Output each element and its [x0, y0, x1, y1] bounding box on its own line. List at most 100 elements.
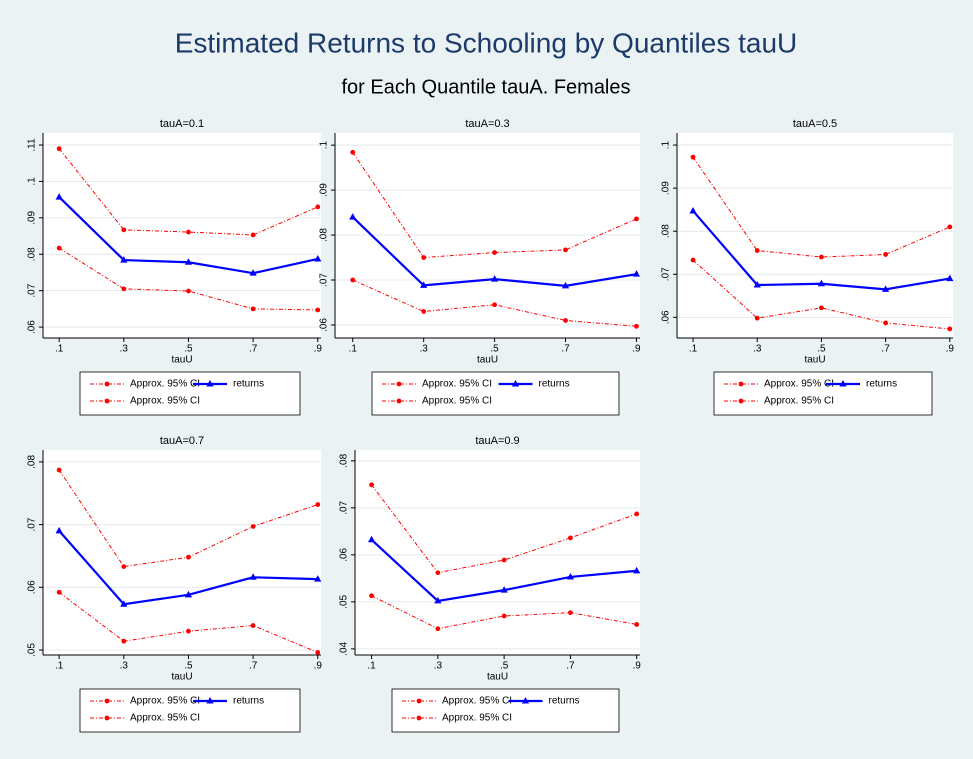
- marker: [367, 535, 376, 543]
- marker: [369, 482, 374, 488]
- legend-label: Approx. 95% CI: [130, 713, 200, 724]
- x-tick-label: .5: [817, 344, 826, 355]
- marker: [186, 288, 191, 294]
- marker: [104, 381, 110, 387]
- y-tick-label: .05: [339, 594, 350, 608]
- plot-area: [677, 133, 953, 338]
- marker: [634, 323, 639, 329]
- y-tick-label: .06: [27, 320, 38, 334]
- page-title: Estimated Returns to Schooling by Quanti…: [175, 27, 798, 58]
- legend-box: [79, 371, 301, 416]
- y-tick-label: .1: [661, 140, 672, 149]
- marker: [883, 320, 889, 326]
- marker: [434, 596, 442, 604]
- marker: [104, 398, 110, 404]
- x-tick-label: .9: [314, 344, 323, 355]
- marker: [421, 255, 427, 260]
- marker: [206, 697, 214, 704]
- x-tick-label: .9: [314, 661, 323, 672]
- marker: [568, 610, 573, 616]
- legend-box: [713, 371, 933, 416]
- marker: [690, 154, 696, 160]
- x-tick-label: .7: [561, 344, 570, 355]
- legend-box: [391, 688, 620, 733]
- marker: [104, 715, 110, 721]
- marker: [314, 575, 322, 582]
- marker: [250, 232, 256, 238]
- marker: [350, 149, 356, 155]
- x-tick-label: .1: [367, 661, 376, 672]
- marker: [121, 227, 127, 233]
- marker: [120, 600, 128, 607]
- legend-label: Approx. 95% CI: [130, 379, 200, 390]
- marker: [946, 274, 954, 282]
- y-tick-label: .11: [27, 138, 38, 152]
- marker: [633, 566, 641, 574]
- y-tick-label: .07: [339, 500, 350, 514]
- x-tick-label: .9: [946, 344, 955, 355]
- marker: [421, 309, 427, 314]
- x-tick-label: .3: [120, 661, 129, 672]
- marker: [738, 398, 744, 404]
- marker: [315, 307, 321, 313]
- marker: [492, 250, 497, 255]
- legend-label: Approx. 95% CI: [442, 696, 512, 707]
- marker: [420, 281, 428, 288]
- marker: [500, 586, 508, 593]
- marker: [206, 380, 214, 387]
- marker: [563, 247, 568, 253]
- marker: [369, 593, 374, 599]
- y-tick-label: .07: [661, 267, 672, 281]
- x-axis-label: tauU: [171, 672, 192, 683]
- marker: [249, 269, 257, 276]
- y-tick-label: .07: [27, 283, 38, 297]
- marker: [753, 281, 761, 288]
- y-tick-label: .08: [27, 455, 38, 469]
- marker: [754, 248, 760, 253]
- y-tick-label: .08: [339, 453, 350, 467]
- x-tick-label: .7: [566, 661, 575, 672]
- marker: [561, 281, 570, 289]
- y-tick-label: .07: [27, 517, 38, 531]
- marker: [121, 286, 127, 292]
- x-tick-label: .9: [633, 661, 642, 672]
- marker: [634, 216, 639, 222]
- marker: [435, 570, 441, 576]
- x-tick-label: .9: [632, 344, 641, 355]
- marker: [56, 467, 62, 473]
- marker: [184, 590, 193, 598]
- marker: [817, 279, 826, 287]
- legend-label: Approx. 95% CI: [764, 396, 834, 407]
- x-tick-label: .5: [500, 661, 509, 672]
- marker: [250, 623, 256, 628]
- page-subtitle: for Each Quantile tauA. Females: [341, 76, 630, 98]
- x-tick-label: .1: [689, 344, 698, 355]
- legend-label: returns: [549, 696, 580, 707]
- marker: [819, 254, 824, 260]
- marker: [416, 698, 422, 704]
- legend-label: returns: [233, 696, 264, 707]
- marker: [566, 572, 575, 580]
- marker: [839, 380, 847, 387]
- plot-area: [43, 450, 321, 655]
- y-tick-label: .04: [339, 642, 350, 656]
- marker: [632, 270, 641, 277]
- legend-label: Approx. 95% CI: [130, 696, 200, 707]
- legend-box: [79, 688, 301, 733]
- x-tick-label: .1: [55, 344, 64, 355]
- marker: [55, 526, 63, 534]
- legend-label: Approx. 95% CI: [130, 396, 200, 407]
- panel-title: tauA=0.9: [475, 435, 519, 447]
- marker: [120, 256, 128, 263]
- marker: [349, 213, 357, 220]
- marker: [186, 554, 191, 560]
- x-axis-label: tauU: [171, 355, 192, 366]
- x-tick-label: .3: [753, 344, 762, 355]
- legend-label: returns: [866, 379, 897, 390]
- marker: [314, 254, 322, 262]
- y-tick-label: .06: [319, 318, 330, 332]
- marker: [738, 381, 744, 387]
- y-tick-label: .06: [27, 580, 38, 594]
- panel-title: tauA=0.7: [160, 435, 204, 447]
